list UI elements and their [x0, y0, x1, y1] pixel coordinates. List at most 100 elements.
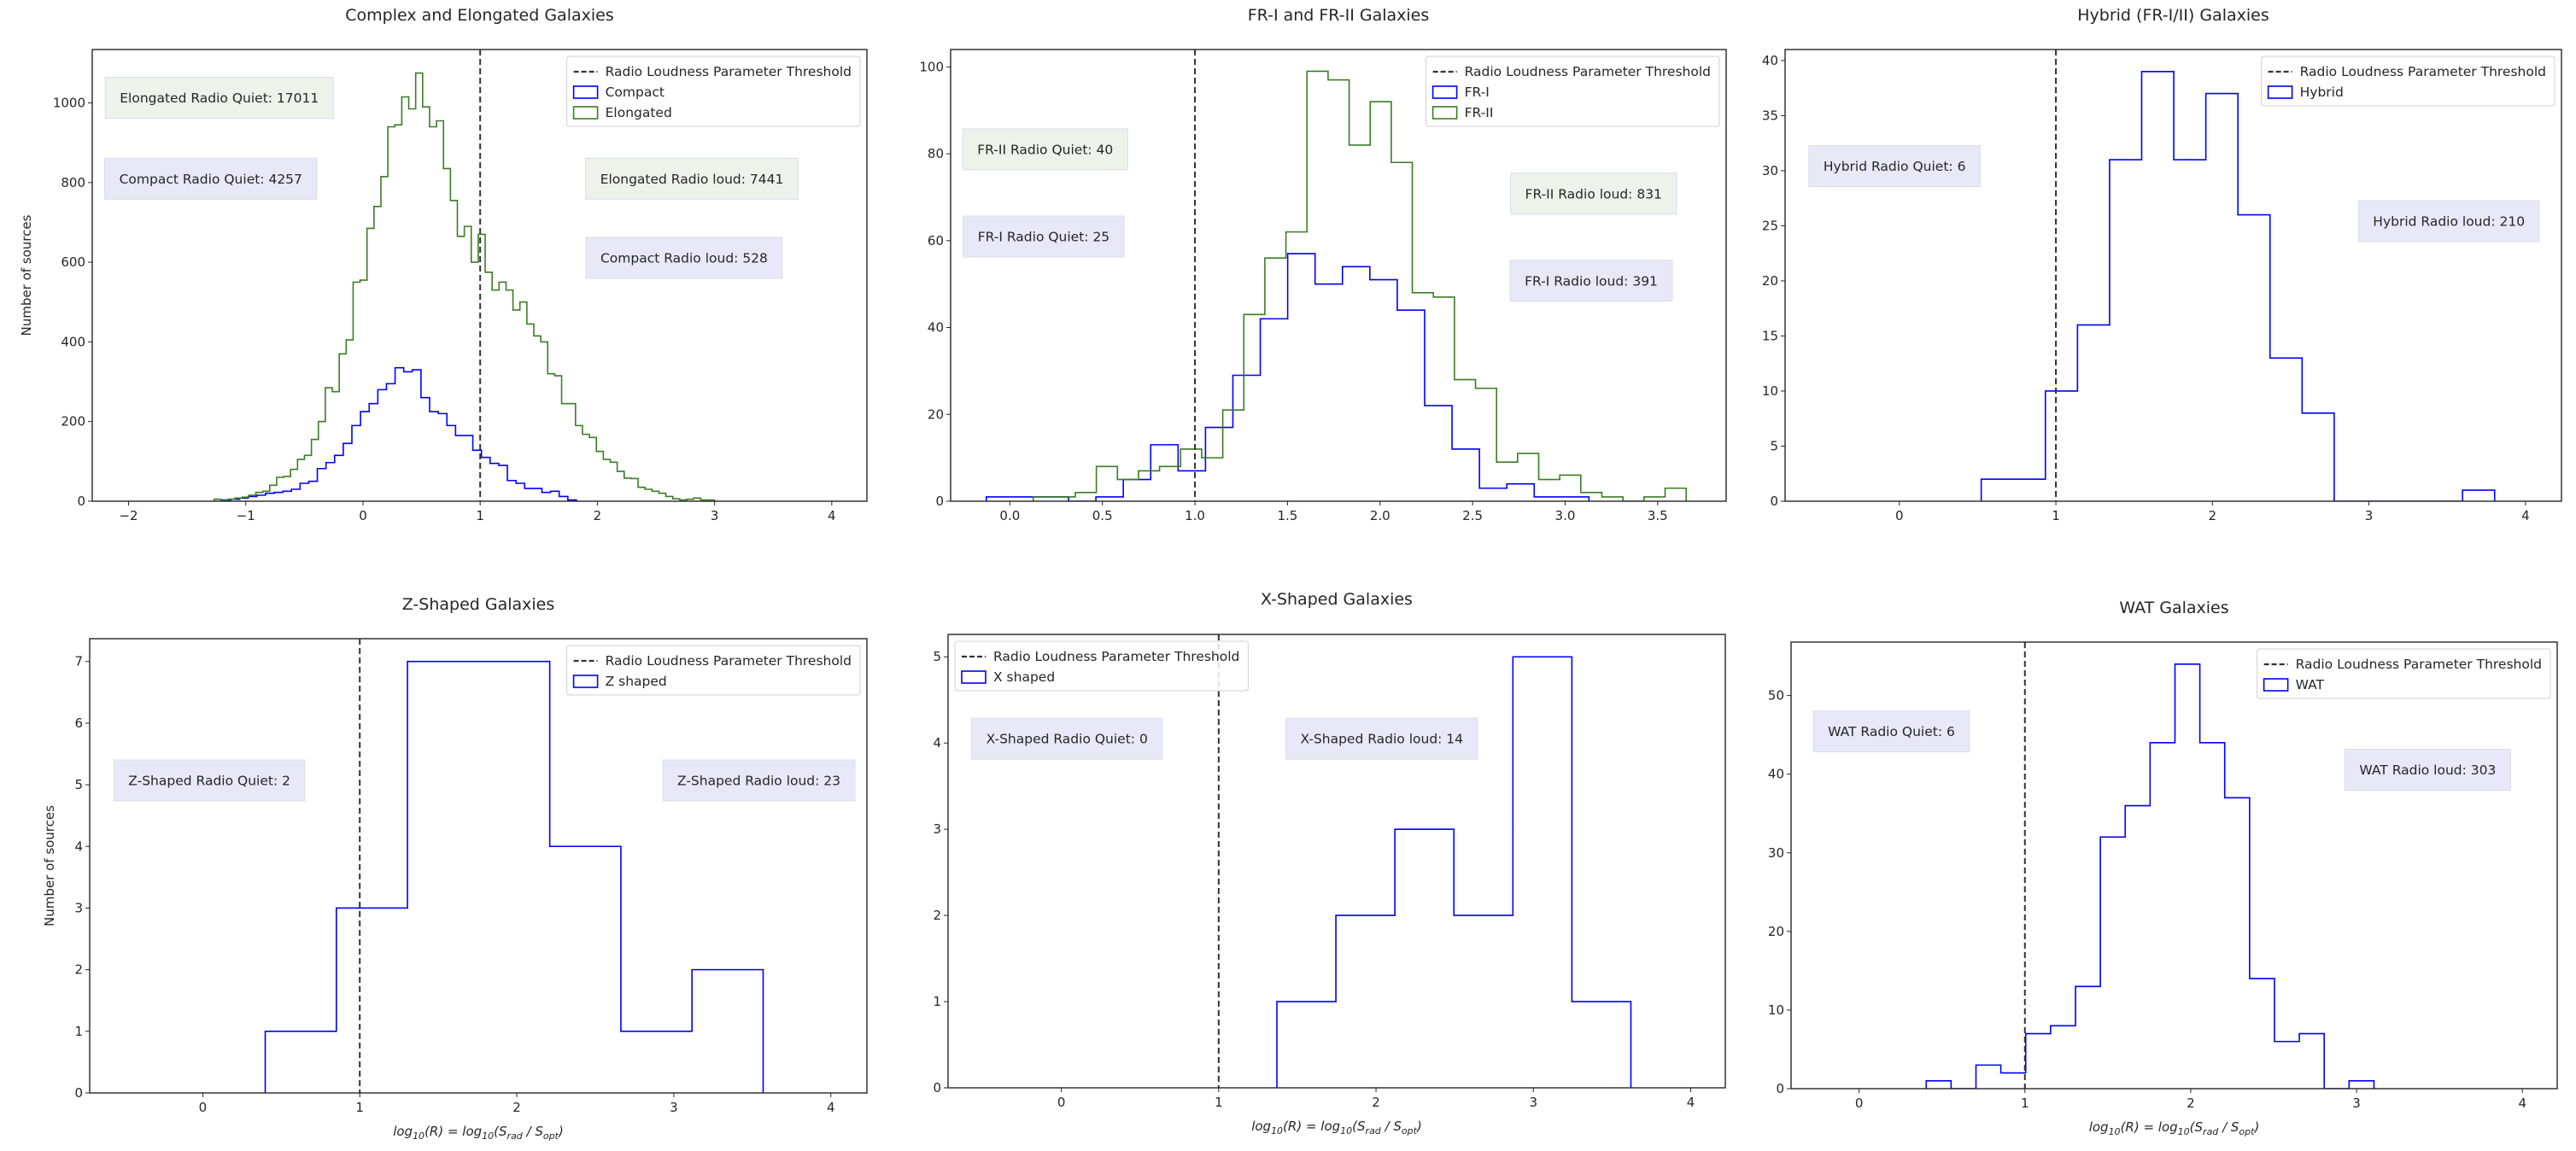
histogram-bin — [618, 471, 624, 501]
annotation-text: FR-II Radio loud: 831 — [1525, 186, 1662, 202]
histogram-bin — [499, 282, 506, 501]
histogram-bin — [2026, 1034, 2051, 1089]
annotation-text: WAT Radio loud: 303 — [2359, 762, 2496, 778]
histogram-bin — [409, 109, 416, 501]
x-axis-label-part: 10 — [2109, 1126, 2121, 1137]
histogram-bin — [554, 376, 561, 501]
y-tick-label: 40 — [1768, 767, 1784, 782]
histogram-series-x-shaped — [1276, 656, 1632, 1088]
x-tick-label: 3 — [2352, 1095, 2361, 1111]
histogram-bin — [423, 107, 430, 501]
legend-threshold-label: Radio Loudness Parameter Threshold — [1465, 64, 1711, 79]
annotation-box: FR-II Radio loud: 831 — [1510, 172, 1677, 215]
histogram-series-elongated — [213, 72, 716, 501]
annotation-box: FR-II Radio Quiet: 40 — [962, 128, 1128, 171]
annotation-text: Hybrid Radio Quiet: 6 — [1824, 159, 1966, 174]
histogram-bin — [266, 1031, 337, 1093]
x-axis-label-part: (R) = log — [2121, 1119, 2178, 1135]
legend-series-label: Elongated — [606, 105, 672, 120]
x-tick-label: 1 — [1215, 1095, 1223, 1110]
histogram-bin — [666, 496, 673, 501]
x-axis-label-part: rad — [2203, 1126, 2219, 1137]
histogram-bin — [1395, 829, 1454, 1088]
histogram-bin — [1476, 389, 1497, 501]
annotation-background — [585, 157, 799, 200]
x-tick-label: 1 — [2021, 1095, 2029, 1111]
histogram-bin — [263, 491, 270, 501]
histogram-bin — [1572, 1002, 1630, 1088]
histogram-bin — [277, 477, 284, 501]
histogram-bin — [1075, 493, 1097, 501]
annotation-background — [104, 77, 334, 120]
histogram-bin — [1328, 80, 1349, 501]
histogram-bin — [562, 404, 569, 501]
annotation-text: Elongated Radio loud: 7441 — [600, 172, 784, 187]
histogram-bin — [1336, 915, 1395, 1088]
histogram-bin — [2125, 806, 2150, 1089]
histogram-bin — [2270, 358, 2303, 501]
annotation-box: Hybrid Radio Quiet: 6 — [1808, 144, 1981, 187]
histogram-bin — [2110, 160, 2142, 501]
histogram-bin — [611, 462, 618, 501]
x-axis-label-part: (S — [1352, 1119, 1366, 1134]
histogram-bin — [2141, 72, 2174, 501]
legend-items: Radio Loudness Parameter Threshold X shap… — [961, 649, 1239, 685]
annotation-box: Z-Shaped Radio loud: 23 — [662, 759, 856, 802]
histogram-bin — [2302, 413, 2334, 501]
histogram-bin — [1370, 102, 1391, 501]
legend-series-label: Compact — [606, 85, 664, 100]
x-tick-label: 3.0 — [1555, 508, 1576, 523]
legend-series-label: Hybrid — [2300, 85, 2344, 100]
histogram-bin — [1455, 380, 1476, 501]
annotation-text: Elongated Radio Quiet: 17011 — [120, 91, 319, 106]
x-tick-label: 0 — [1855, 1095, 1864, 1111]
histogram-bin — [2046, 391, 2078, 501]
legend-threshold-label: Radio Loudness Parameter Threshold — [606, 653, 852, 669]
histogram-bin — [1160, 466, 1181, 501]
histogram-series-fr-ii — [1032, 70, 1687, 501]
x-axis-label-part: / S — [1381, 1119, 1402, 1134]
plot-area — [264, 639, 764, 1093]
chart-title: WAT Galaxies — [2119, 599, 2228, 617]
histogram-bin — [541, 342, 547, 501]
annotation-background — [1808, 144, 1981, 187]
x-axis-label-part: (R) = log — [1283, 1119, 1340, 1134]
x-axis-label-part: opt — [543, 1131, 559, 1142]
histogram-bin — [2200, 743, 2225, 1089]
y-tick-label: 1000 — [53, 96, 85, 111]
histogram-bin — [1518, 453, 1539, 501]
legend-series-swatch — [2267, 85, 2293, 99]
x-axis-label-part: 10 — [1271, 1125, 1283, 1136]
histogram-bin — [2174, 160, 2206, 501]
annotation-text: FR-I Radio Quiet: 25 — [978, 230, 1109, 245]
legend-frame — [566, 645, 861, 696]
annotation-text: X-Shaped Radio Quiet: 0 — [986, 732, 1148, 747]
legend-series-label: FR-I — [1465, 85, 1490, 100]
x-tick-label: 1 — [476, 508, 484, 523]
histogram-bin — [1054, 497, 1075, 501]
histogram-bin — [270, 485, 277, 501]
y-tick-label: 60 — [928, 233, 944, 248]
annotation-background — [2344, 749, 2511, 792]
histogram-bin — [603, 459, 610, 501]
histogram-bin — [513, 310, 520, 501]
legend-series-swatch — [572, 106, 599, 120]
histogram-series-compact — [221, 366, 577, 501]
histogram-bin — [583, 435, 589, 501]
chart-title: Z-Shaped Galaxies — [402, 595, 555, 614]
x-tick-label: 1.5 — [1277, 508, 1297, 523]
annotation-box: Elongated Radio Quiet: 17011 — [104, 77, 334, 120]
legend-items: Radio Loudness Parameter Threshold Compac… — [572, 64, 852, 120]
histogram-bin — [569, 404, 576, 501]
histogram-bin — [624, 478, 631, 501]
legend-series-swatch — [2263, 678, 2289, 692]
histogram-panel: Complex and Elongated Galaxies−2 −1 0 1 2 3 40… — [19, 6, 868, 523]
y-axis-label: Number of sources — [19, 214, 34, 336]
y-tick-label: 0 — [1776, 1081, 1784, 1096]
x-tick-label: 3.5 — [1648, 508, 1668, 523]
histogram-bin — [319, 422, 325, 501]
x-tick-label: 1.0 — [1185, 508, 1205, 523]
histogram-bin — [471, 262, 478, 501]
histogram-bin — [1560, 475, 1581, 501]
